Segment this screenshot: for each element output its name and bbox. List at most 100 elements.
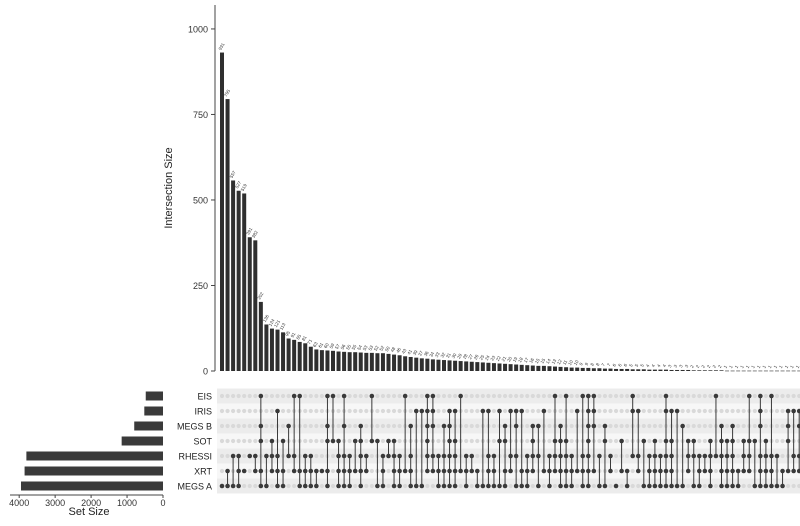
intersection-bar-value: 1 [750, 364, 756, 369]
matrix-dot-empty [741, 393, 746, 399]
matrix-dot-empty [280, 408, 286, 414]
set-label: MEGS A [177, 482, 212, 492]
intersection-bar [719, 370, 724, 371]
set-label: EIS [197, 392, 212, 402]
matrix-dot-filled [697, 483, 702, 489]
intersection-bar-value: 4 [662, 363, 668, 368]
intersection-bar [386, 353, 391, 371]
matrix-dot-empty [319, 483, 324, 489]
intersection-bar [525, 365, 530, 371]
intersection-bar [536, 365, 541, 371]
matrix-dot-filled [569, 468, 574, 474]
matrix-dot-filled [430, 393, 436, 399]
matrix-dot-filled [486, 468, 491, 474]
matrix-dot-filled [502, 483, 508, 489]
matrix-dot-filled [796, 423, 800, 429]
matrix-dot-filled [708, 438, 713, 444]
matrix-dot-empty [602, 393, 608, 399]
matrix-dot-empty [436, 438, 441, 444]
matrix-dot-filled [691, 438, 697, 444]
matrix-dot-filled [441, 453, 447, 459]
matrix-dot-empty [219, 408, 225, 414]
matrix-dot-filled [264, 453, 269, 459]
y-tick-label: 250 [193, 281, 208, 291]
matrix-dot-empty [464, 423, 469, 429]
matrix-dot-empty [469, 438, 474, 444]
matrix-dot-filled [597, 453, 602, 459]
intersection-bar-value: 8 [589, 362, 595, 367]
intersection-bar [508, 364, 513, 371]
matrix-dot-empty [397, 408, 402, 414]
intersection-bar [464, 361, 469, 371]
matrix-dot-empty [658, 438, 663, 444]
matrix-dot-filled [380, 468, 386, 474]
set-size-bar [144, 406, 163, 416]
matrix-dot-empty [541, 483, 547, 489]
matrix-dot-empty [658, 408, 663, 414]
matrix-dot-empty [713, 468, 719, 474]
intersection-bar-value: 3 [667, 363, 673, 368]
matrix-dot-filled [708, 453, 713, 459]
intersection-bar [697, 370, 702, 371]
intersection-bar [397, 355, 402, 371]
intersection-bar-value: 52 [373, 344, 380, 351]
matrix-dot-filled [691, 453, 697, 459]
intersection-bar-value: 2 [711, 364, 717, 369]
intersection-bar [458, 361, 463, 371]
matrix-dot-empty [569, 408, 574, 414]
matrix-dot-filled [258, 423, 264, 429]
matrix-dot-empty [797, 483, 800, 489]
matrix-dot-filled [780, 483, 785, 489]
intersection-bar-value: 113 [279, 322, 287, 331]
matrix-dot-filled [341, 393, 347, 399]
matrix-dot-empty [575, 483, 580, 489]
intersection-bar-value: 391 [245, 226, 253, 235]
matrix-dot-filled [769, 483, 774, 489]
matrix-dot-empty [280, 393, 286, 399]
matrix-dot-empty [231, 423, 236, 429]
matrix-dot-filled [719, 468, 724, 474]
intersection-bar-value: 85 [295, 333, 302, 340]
matrix-dot-filled [669, 483, 674, 489]
matrix-dot-empty [475, 453, 480, 459]
matrix-dot-filled [341, 453, 347, 459]
matrix-dot-filled [791, 453, 796, 459]
intersection-bar-value: 53 [362, 344, 369, 351]
matrix-dot-filled [397, 483, 402, 489]
matrix-dot-empty [386, 483, 391, 489]
intersection-bar-value: 1 [745, 364, 751, 369]
intersection-bar [786, 370, 791, 372]
intersection-bar-value: 28 [462, 353, 469, 360]
matrix-dot-filled [669, 438, 674, 444]
matrix-dot-filled [713, 453, 719, 459]
intersection-bar [436, 359, 441, 371]
matrix-dot-empty [641, 423, 646, 429]
intersection-bar [614, 368, 619, 371]
matrix-dot-empty [286, 393, 291, 399]
matrix-dot-empty [752, 393, 757, 399]
matrix-dot-filled [558, 423, 563, 429]
matrix-dot-empty [724, 408, 730, 414]
matrix-dot-empty [358, 408, 363, 414]
matrix-dot-filled [275, 468, 280, 474]
matrix-dot-filled [763, 483, 769, 489]
matrix-dot-empty [242, 393, 247, 399]
matrix-dot-filled [758, 423, 763, 429]
matrix-dot-empty [253, 423, 258, 429]
intersection-bar-value: 19 [512, 356, 519, 363]
matrix-dot-filled [746, 393, 752, 399]
intersection-matrix [219, 393, 800, 489]
matrix-dot-filled [785, 423, 791, 429]
matrix-dot-filled [436, 468, 441, 474]
matrix-dot-empty [308, 423, 313, 429]
matrix-dot-filled [463, 483, 469, 489]
matrix-dot-empty [625, 393, 630, 399]
matrix-dot-empty [636, 393, 641, 399]
matrix-dot-empty [536, 393, 541, 399]
matrix-dot-filled [408, 468, 414, 474]
matrix-dot-filled [586, 483, 591, 489]
intersection-bar [713, 370, 718, 371]
intersection-bar-value: 22 [495, 355, 502, 362]
matrix-dot-filled [619, 438, 624, 444]
matrix-dot-empty [292, 483, 297, 489]
